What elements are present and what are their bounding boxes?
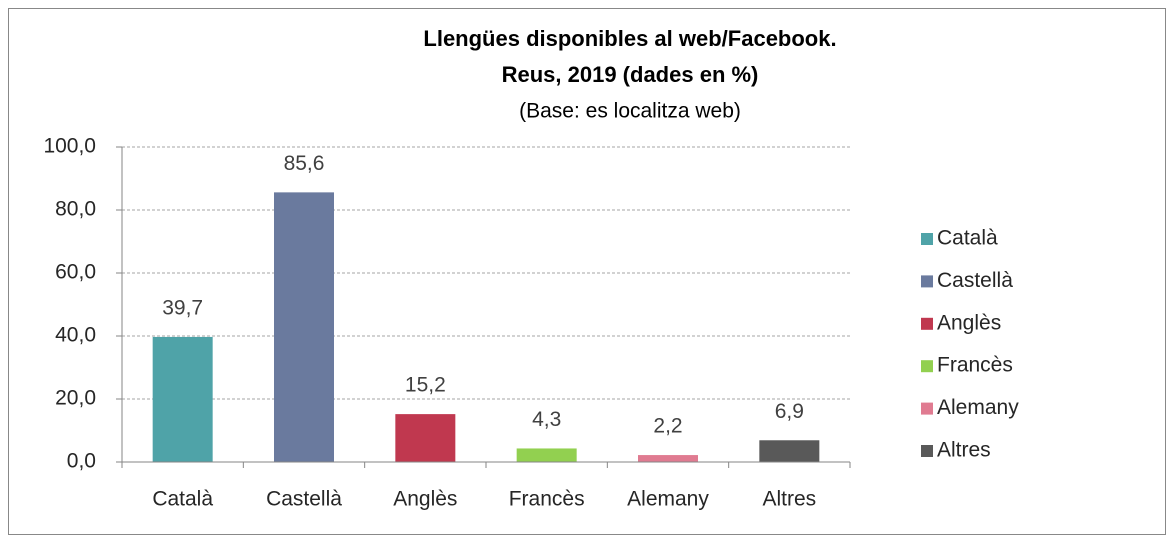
value-label: 15,2: [405, 374, 446, 397]
value-label: 39,7: [162, 296, 203, 319]
bar: [638, 455, 698, 462]
x-tick-label: Anglès: [393, 488, 457, 511]
legend-swatch: [921, 445, 933, 457]
bar: [274, 192, 334, 463]
x-tick-label: Francès: [509, 488, 585, 511]
y-tick-label: 60,0: [55, 261, 96, 284]
legend-label: Francès: [937, 354, 1013, 377]
bar: [759, 440, 820, 462]
legend-swatch: [921, 360, 933, 373]
legend-swatch: [921, 233, 933, 245]
bar: [395, 414, 456, 462]
y-tick-label: 20,0: [55, 387, 96, 410]
chart-subtitle: (Base: es localitza web): [519, 100, 741, 123]
y-tick-label: 80,0: [55, 198, 96, 221]
legend-label: Alemany: [937, 396, 1019, 419]
chart-title: Reus, 2019 (dades en %): [502, 62, 759, 87]
value-label: 6,9: [775, 400, 804, 423]
legend-swatch: [921, 317, 933, 330]
y-tick-label: 0,0: [67, 450, 96, 473]
chart-title: Llengües disponibles al web/Facebook.: [423, 26, 836, 51]
legend-swatch: [921, 275, 933, 288]
y-tick-label: 100,0: [43, 135, 96, 158]
legend-label: Altres: [937, 439, 991, 462]
value-label: 2,2: [653, 415, 682, 438]
y-tick-label: 40,0: [55, 324, 96, 347]
x-tick-label: Castellà: [266, 488, 342, 511]
legend-swatch: [921, 402, 933, 415]
x-tick-label: Català: [152, 488, 213, 511]
bar: [516, 448, 577, 462]
legend-label: Català: [937, 227, 998, 250]
x-tick-label: Alemany: [627, 488, 709, 511]
x-tick-label: Altres: [762, 488, 816, 511]
bar: [152, 336, 213, 462]
legend-label: Anglès: [937, 311, 1001, 334]
value-label: 85,6: [284, 152, 325, 175]
value-label: 4,3: [532, 408, 561, 431]
legend-label: Castellà: [937, 269, 1013, 292]
